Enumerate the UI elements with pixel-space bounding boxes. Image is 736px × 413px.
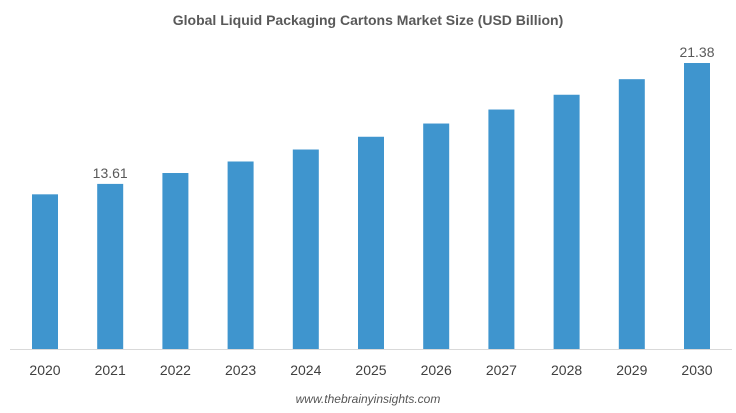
- x-tick-label: 2029: [616, 362, 647, 378]
- bar-2021: [97, 183, 124, 349]
- bar-2027: [488, 109, 515, 349]
- data-label: 13.61: [93, 165, 128, 181]
- bar-2024: [292, 149, 319, 349]
- x-tick-label: 2028: [551, 362, 582, 378]
- x-tick-label: 2024: [290, 362, 321, 378]
- bar-2020: [32, 194, 58, 349]
- bar-2028: [553, 94, 580, 350]
- x-tick-label: 2026: [421, 362, 452, 378]
- x-tick-label: 2027: [486, 362, 517, 378]
- bar-2026: [423, 123, 450, 349]
- data-label: 21.38: [679, 44, 714, 60]
- bar-2030: [684, 63, 710, 349]
- bar-2029: [618, 79, 645, 350]
- bar-2025: [358, 136, 384, 349]
- x-tick-label: 2030: [681, 362, 712, 378]
- chart-title: Global Liquid Packaging Cartons Market S…: [173, 12, 564, 28]
- x-tick-label: 2021: [95, 362, 126, 378]
- x-tick-label: 2023: [225, 362, 256, 378]
- watermark: www.thebrainyinsights.com: [296, 392, 441, 406]
- x-tick-label: 2025: [355, 362, 386, 378]
- bar-2022: [162, 173, 189, 349]
- bar-2023: [227, 161, 254, 349]
- x-tick-label: 2022: [160, 362, 191, 378]
- x-tick-label: 2020: [29, 362, 60, 378]
